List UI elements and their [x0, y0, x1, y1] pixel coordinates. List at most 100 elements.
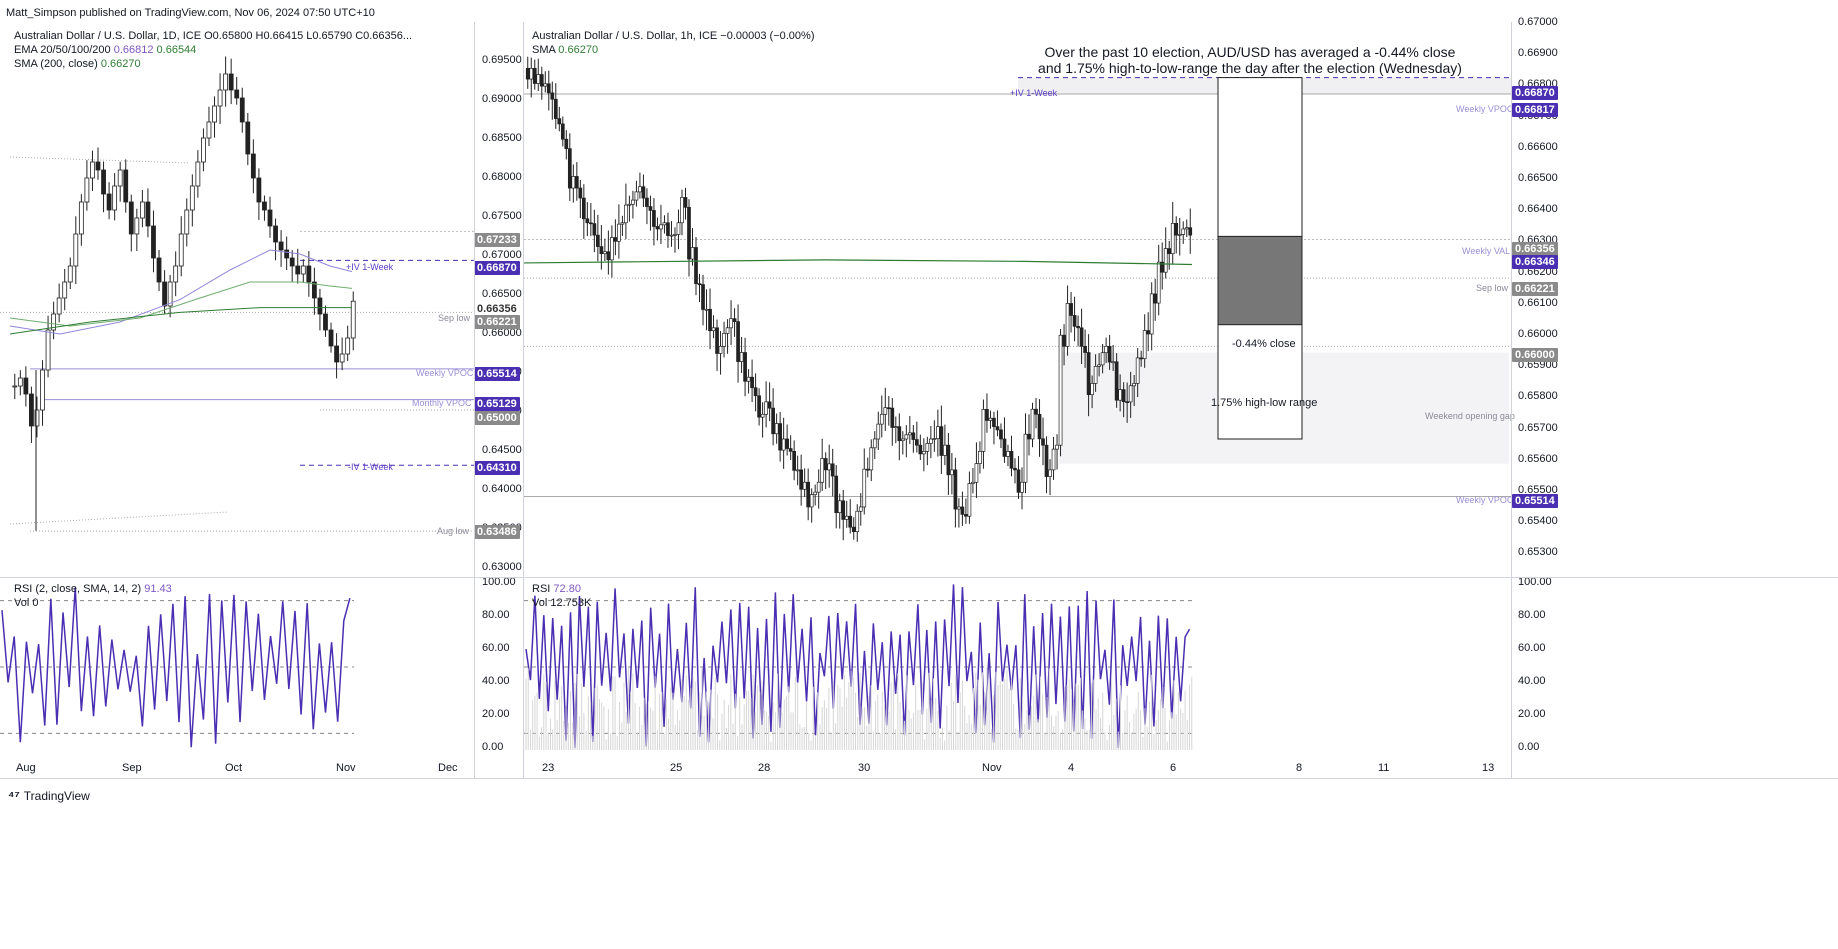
right-candle-body — [669, 234, 674, 237]
left-time-tick: Nov — [336, 762, 356, 774]
right-candle-body — [967, 483, 972, 517]
right-candle-body — [925, 443, 930, 452]
right-candle-body — [1034, 408, 1038, 415]
left-price-tick: 0.69000 — [482, 93, 522, 105]
headline: Over the past 10 election, AUD/USD has a… — [1010, 44, 1490, 76]
left-price-chart[interactable] — [0, 22, 474, 578]
left-candle-body — [328, 329, 334, 347]
left-chart-panel[interactable] — [0, 22, 474, 778]
projection-close-box — [1217, 235, 1303, 326]
right-price-tick: 0.65700 — [1518, 421, 1558, 434]
right-candle-body — [1002, 438, 1007, 457]
right-vol-legend: Vol 12.753K — [532, 597, 591, 609]
left-aug-low-note: Aug low — [437, 526, 470, 536]
right-candle-body — [802, 481, 807, 490]
right-candle-body — [1037, 413, 1042, 440]
rsi-line — [1, 587, 351, 748]
right-tag-66221: 0.66221 — [1512, 282, 1558, 296]
left-price-tick: 0.68000 — [482, 171, 522, 183]
left-candle-body — [67, 265, 73, 283]
left-candle-body — [195, 161, 201, 187]
right-rsi-tick: 0.00 — [1518, 741, 1540, 753]
right-tag-66356: 0.66356 — [1512, 242, 1558, 256]
right-time-tick: 23 — [542, 762, 555, 774]
left-candle-body — [128, 201, 134, 235]
right-candle-body — [936, 426, 940, 439]
right-price-tick: 0.65900 — [1518, 359, 1558, 372]
right-candle-body — [1160, 261, 1165, 273]
right-candle-body — [1023, 433, 1028, 483]
left-rsi-axis[interactable]: 100.00 80.00 60.00 40.00 20.00 0.00 — [476, 576, 520, 758]
right-candle-body — [1065, 303, 1070, 347]
left-candle-body — [212, 105, 217, 123]
panel-divider — [523, 22, 524, 778]
left-candle-body — [167, 281, 173, 307]
right-candle-body — [571, 176, 576, 189]
rsi-value: 91.43 — [144, 583, 172, 595]
right-candle-body — [809, 494, 814, 508]
left-trendline — [9, 511, 229, 525]
left-candle-body — [29, 393, 34, 427]
right-candle-body — [1107, 345, 1112, 363]
right-candle-body — [606, 251, 611, 261]
left-candle-body — [267, 209, 273, 227]
right-chart-panel[interactable] — [524, 22, 1774, 778]
right-price-axis[interactable]: 0.670000.669000.668000.667000.666000.665… — [1512, 16, 1572, 578]
right-candle-body — [560, 123, 565, 140]
right-candle-body — [816, 481, 821, 493]
right-candle-body — [837, 500, 842, 514]
tradingview-logo[interactable]: ⁴⁷ TradingView — [8, 788, 90, 803]
right-candle-body — [883, 407, 888, 415]
right-candle-body — [750, 376, 754, 389]
left-candle-body — [151, 225, 156, 259]
left-time-axis[interactable]: Aug Sep Oct Nov Dec — [0, 760, 474, 778]
left-price-tick: 0.67500 — [482, 210, 522, 222]
right-candle-body — [708, 308, 712, 332]
right-price-chart[interactable] — [524, 22, 1774, 578]
ema-value-1: 0.66812 — [113, 44, 154, 56]
rsi-divider — [0, 577, 1838, 578]
right-candle-body — [543, 83, 548, 87]
left-candle-body — [234, 89, 240, 99]
left-candle-body — [139, 201, 145, 219]
right-candle-body — [1170, 222, 1175, 255]
left-iv-down-note: -IV 1-Week — [348, 462, 393, 472]
left-rsi-chart[interactable] — [0, 578, 474, 758]
right-candle-body — [893, 426, 898, 428]
right-candle-body — [739, 352, 744, 362]
right-candle-body — [1128, 385, 1133, 403]
left-tag-65129: 0.65129 — [474, 397, 520, 411]
right-candle-body — [1121, 389, 1126, 403]
right-candle-body — [574, 176, 579, 189]
right-candle-body — [564, 138, 569, 149]
sma-value: 0.66270 — [100, 58, 141, 70]
right-candle-body — [774, 423, 779, 435]
right-candle-body — [655, 226, 660, 230]
right-candle-body — [995, 426, 1000, 431]
left-candle-body — [256, 177, 262, 203]
right-candle-body — [848, 515, 853, 528]
right-candle-body — [659, 224, 663, 230]
right-candle-body — [858, 506, 863, 512]
right-candle-body — [764, 401, 768, 415]
left-candle-body — [95, 161, 101, 171]
left-price-tick: 0.63000 — [482, 561, 522, 573]
right-rsi-axis[interactable]: 100.00 80.00 60.00 40.00 20.00 0.00 — [1512, 576, 1572, 758]
left-price-axis[interactable]: 0.69500 0.69000 0.68500 0.68000 0.67500 0.670… — [476, 22, 522, 578]
right-tag-65514: 0.65514 — [1512, 494, 1558, 508]
right-candle-body — [862, 468, 867, 508]
right-candle-body — [971, 481, 975, 484]
right-rsi-chart[interactable] — [524, 578, 1774, 758]
right-candle-body — [1142, 330, 1147, 360]
right-candle-body — [620, 222, 625, 225]
tradingview-brand: TradingView — [23, 788, 90, 803]
right-candle-body — [697, 283, 702, 285]
right-candle-body — [907, 432, 912, 436]
right-candle-body — [911, 432, 916, 440]
right-candle-body — [725, 327, 730, 334]
right-candle-body — [1013, 467, 1017, 471]
right-candle-body — [631, 199, 635, 205]
left-rsi-tick: 60.00 — [482, 642, 510, 654]
right-time-axis[interactable]: 23 25 28 30 Nov 4 6 8 11 13 — [524, 760, 1512, 778]
left-candle-body — [112, 185, 118, 211]
